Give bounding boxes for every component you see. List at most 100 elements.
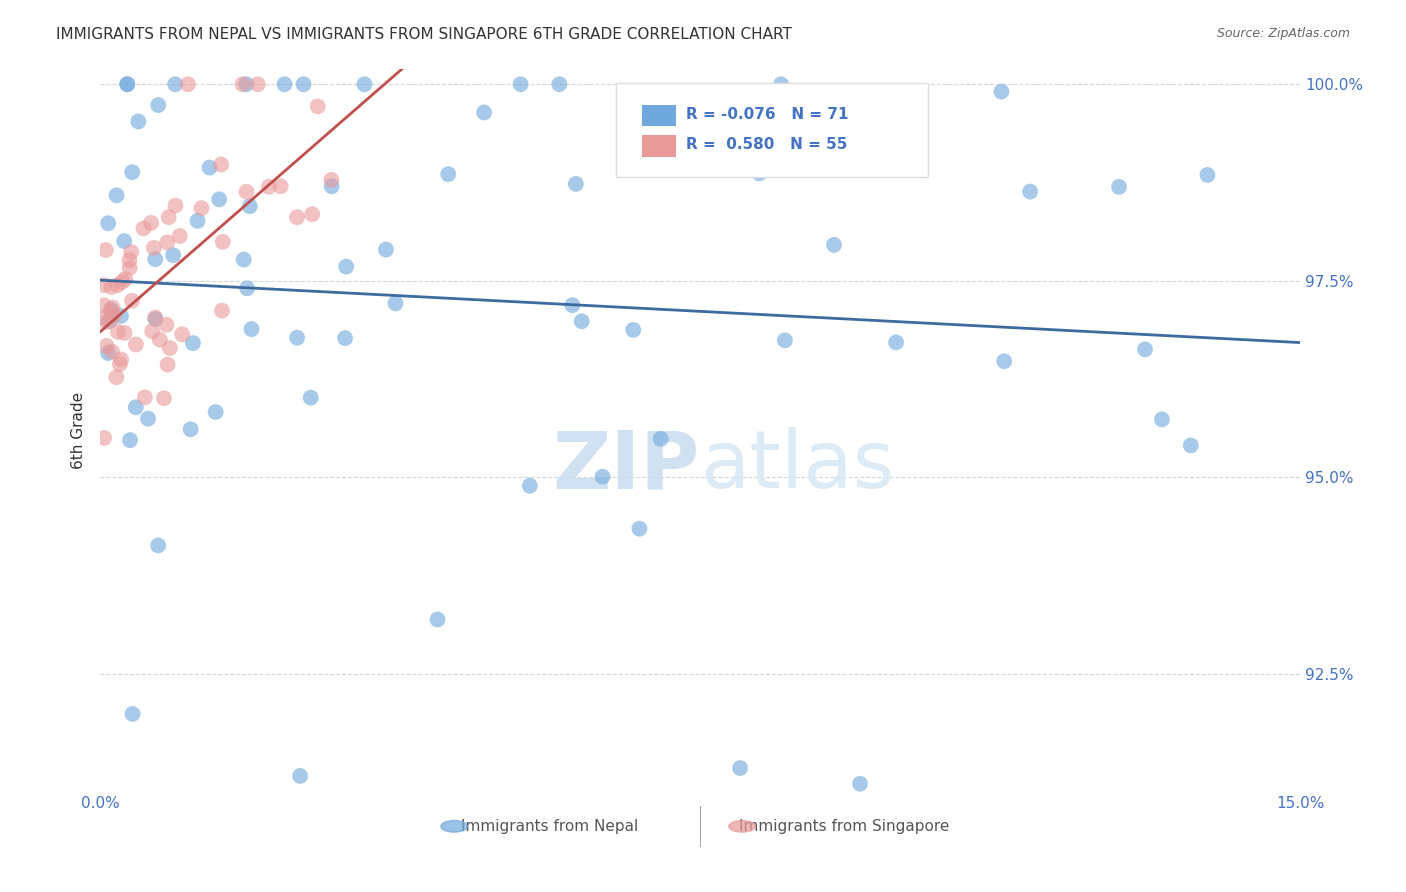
Point xyxy=(1133,343,1156,357)
Point xyxy=(571,314,593,328)
Point xyxy=(125,401,148,415)
Point xyxy=(548,77,571,91)
Point xyxy=(114,272,136,286)
Point xyxy=(93,298,115,312)
Point xyxy=(159,341,181,355)
Point xyxy=(270,179,292,194)
Point xyxy=(127,114,149,128)
Text: Immigrants from Singapore: Immigrants from Singapore xyxy=(740,820,949,834)
Point xyxy=(181,336,204,351)
Point xyxy=(1197,168,1219,182)
Point xyxy=(101,301,124,315)
Point xyxy=(143,252,166,267)
Point xyxy=(301,207,323,221)
Point xyxy=(561,298,583,312)
Point xyxy=(117,77,139,91)
Point xyxy=(118,253,141,268)
Point xyxy=(211,235,233,249)
FancyBboxPatch shape xyxy=(643,104,676,127)
Point xyxy=(884,335,907,350)
Point xyxy=(728,761,751,775)
Point xyxy=(97,346,120,360)
Point xyxy=(307,99,329,113)
Point xyxy=(472,105,495,120)
Point xyxy=(94,243,117,257)
Point xyxy=(155,318,177,332)
Point xyxy=(239,199,262,213)
Point xyxy=(1180,438,1202,452)
Point xyxy=(96,339,118,353)
Point xyxy=(990,85,1012,99)
Point xyxy=(519,479,541,493)
Point xyxy=(117,77,139,91)
Point xyxy=(139,216,162,230)
Point xyxy=(177,77,200,91)
Point xyxy=(374,243,396,257)
Point xyxy=(628,522,651,536)
Text: Source: ZipAtlas.com: Source: ZipAtlas.com xyxy=(1216,27,1350,40)
Point xyxy=(105,370,128,384)
Point xyxy=(111,275,134,289)
Point xyxy=(149,333,172,347)
Text: IMMIGRANTS FROM NEPAL VS IMMIGRANTS FROM SINGAPORE 6TH GRADE CORRELATION CHART: IMMIGRANTS FROM NEPAL VS IMMIGRANTS FROM… xyxy=(56,27,792,42)
Point xyxy=(134,390,156,404)
Point xyxy=(437,167,460,181)
Point xyxy=(285,210,308,224)
Point xyxy=(235,77,257,91)
Point xyxy=(748,166,770,180)
Point xyxy=(100,304,122,318)
Point xyxy=(165,77,187,91)
Point xyxy=(273,77,295,91)
Point xyxy=(285,331,308,345)
Point xyxy=(187,214,209,228)
Point xyxy=(299,391,322,405)
Point xyxy=(204,405,226,419)
Text: ZIP: ZIP xyxy=(553,427,700,505)
Point xyxy=(993,354,1015,368)
Point xyxy=(232,77,254,91)
Point xyxy=(1108,180,1130,194)
Point xyxy=(93,311,115,326)
Point xyxy=(98,314,121,328)
Point xyxy=(156,235,179,250)
Point xyxy=(172,327,194,342)
Point xyxy=(156,358,179,372)
Point xyxy=(162,248,184,262)
Point xyxy=(770,77,793,91)
Point xyxy=(105,188,128,202)
Point xyxy=(157,210,180,224)
Point xyxy=(121,293,143,308)
Point xyxy=(93,278,115,293)
Point xyxy=(153,392,176,406)
Point xyxy=(333,331,356,345)
Point xyxy=(120,245,142,260)
Point xyxy=(107,278,129,293)
Point xyxy=(240,322,263,336)
Point xyxy=(121,165,143,179)
Text: atlas: atlas xyxy=(700,427,894,505)
Point xyxy=(190,201,212,215)
Point xyxy=(321,179,343,194)
Point xyxy=(1019,185,1042,199)
Point xyxy=(849,777,872,791)
Point xyxy=(148,98,170,112)
Point xyxy=(125,337,148,351)
Point xyxy=(107,325,129,339)
Point xyxy=(101,344,124,359)
Point xyxy=(823,237,845,252)
Point xyxy=(208,192,231,206)
Point xyxy=(142,241,165,255)
Point xyxy=(353,77,375,91)
Point xyxy=(96,315,118,329)
Point xyxy=(565,177,588,191)
Point xyxy=(236,281,259,295)
Point xyxy=(621,323,644,337)
Point xyxy=(136,411,159,425)
Point xyxy=(143,310,166,325)
Y-axis label: 6th Grade: 6th Grade xyxy=(72,392,86,468)
Ellipse shape xyxy=(441,821,467,832)
Point xyxy=(141,324,163,338)
Point xyxy=(235,185,257,199)
Point xyxy=(257,179,280,194)
Point xyxy=(100,280,122,294)
